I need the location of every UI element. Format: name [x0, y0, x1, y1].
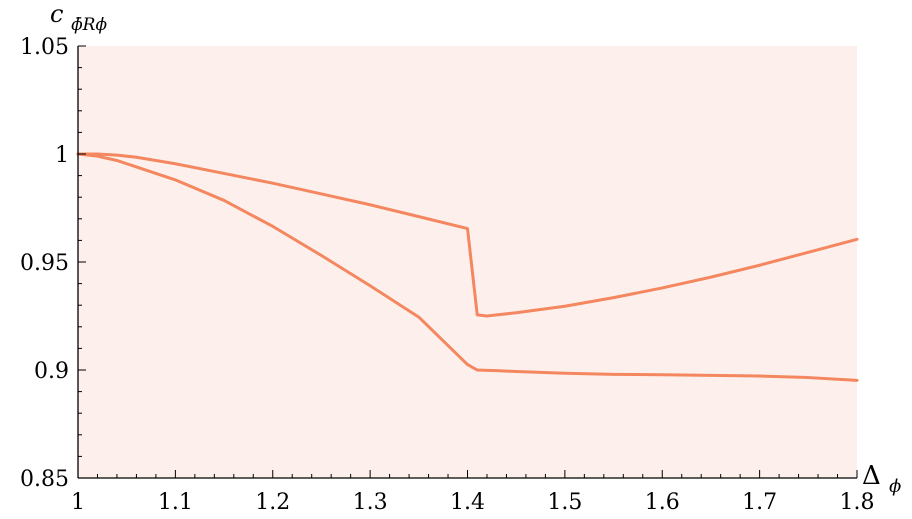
lower-bound-curve [76, 152, 859, 382]
x-tick-label: 1.8 [840, 490, 875, 515]
x-axis-label: Δ ϕ [862, 461, 901, 497]
x-tick-label: 1.3 [353, 490, 388, 515]
y-tick-label: 1.05 [20, 35, 69, 60]
x-tick-label: 1 [71, 490, 85, 515]
x-tick-label: 1.4 [450, 490, 485, 515]
y-tick-label: 1 [55, 143, 69, 168]
y-tick-label: 0.95 [20, 251, 69, 276]
x-tick-label: 1.6 [645, 490, 680, 515]
upper-bound-curve [76, 152, 859, 318]
x-tick-label: 1.7 [742, 490, 777, 515]
allowed-region [78, 46, 857, 478]
y-tick-label: 0.85 [20, 467, 69, 492]
y-ticks: 0.85 0.9 0.95 1 1.05 [20, 35, 86, 492]
x-tick-label: 1.1 [158, 490, 193, 515]
y-axis-label-subscript: ϕ̄Rϕ [71, 15, 107, 35]
x-tick-label: 1.2 [255, 490, 290, 515]
y-tick-label: 0.9 [34, 359, 69, 384]
curves [76, 152, 859, 382]
x-tick-label: 1.5 [547, 490, 582, 515]
x-axis-label-subscript: ϕ [889, 476, 901, 497]
y-axis-label: c ϕ̄Rϕ [50, 0, 107, 35]
x-ticks: 1 1.1 1.2 1.3 1.4 1.5 1.6 1.7 1.8 [71, 470, 875, 515]
